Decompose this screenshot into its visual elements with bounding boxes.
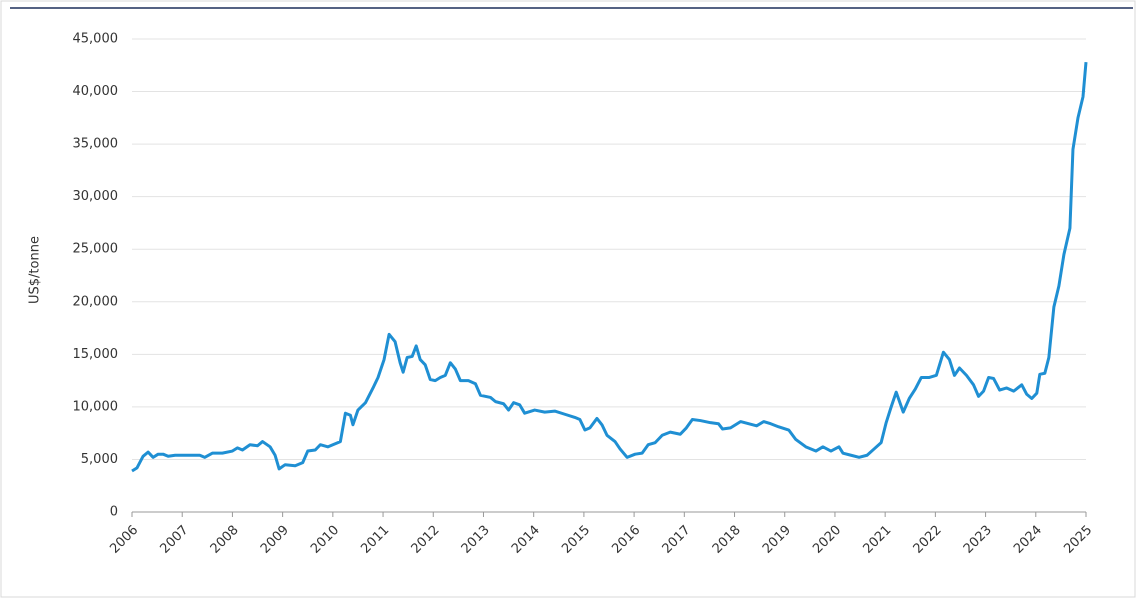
x-tick-label: 2009 xyxy=(258,523,292,557)
x-tick-label: 2013 xyxy=(459,523,493,557)
line xyxy=(131,61,1088,473)
x-tick-label: 2020 xyxy=(810,523,844,557)
y-tick-label: 45,000 xyxy=(73,32,119,47)
y-tick-label: 10,000 xyxy=(73,399,119,414)
y-tick-label: 0 xyxy=(110,505,118,520)
x-tick-label: 2017 xyxy=(660,523,694,557)
y-tick-label: 35,000 xyxy=(73,137,119,152)
x-tick-label: 2010 xyxy=(308,523,342,557)
y-tick-label: 15,000 xyxy=(73,347,119,362)
y-tick-label: 30,000 xyxy=(73,189,119,204)
y-tick-label: 20,000 xyxy=(73,294,119,309)
x-tick-label: 2007 xyxy=(158,523,192,557)
x-tick-label: 2024 xyxy=(1011,523,1045,557)
x-tick-label: 2019 xyxy=(760,523,794,557)
y-tick-label: 5,000 xyxy=(81,452,118,467)
y-tick-label: 25,000 xyxy=(73,242,119,257)
x-tick-label: 2015 xyxy=(559,523,593,557)
x-tick-label: 2011 xyxy=(358,523,392,557)
x-tick-label: 2021 xyxy=(860,523,894,557)
x-tick-label: 2018 xyxy=(710,523,744,557)
y-tick-label: 40,000 xyxy=(73,84,119,99)
x-tick-label: 2025 xyxy=(1061,523,1095,557)
x-tick-label: 2012 xyxy=(409,523,443,557)
y-axis-label: US$/tonne xyxy=(28,236,43,304)
x-tick-label: 2006 xyxy=(107,523,141,557)
x-tick-label: 2016 xyxy=(609,523,643,557)
x-tick-label: 2023 xyxy=(961,523,995,557)
x-tick-label: 2014 xyxy=(509,523,543,557)
x-tick-label: 2008 xyxy=(208,523,242,557)
x-tick-label: 2022 xyxy=(911,523,945,557)
